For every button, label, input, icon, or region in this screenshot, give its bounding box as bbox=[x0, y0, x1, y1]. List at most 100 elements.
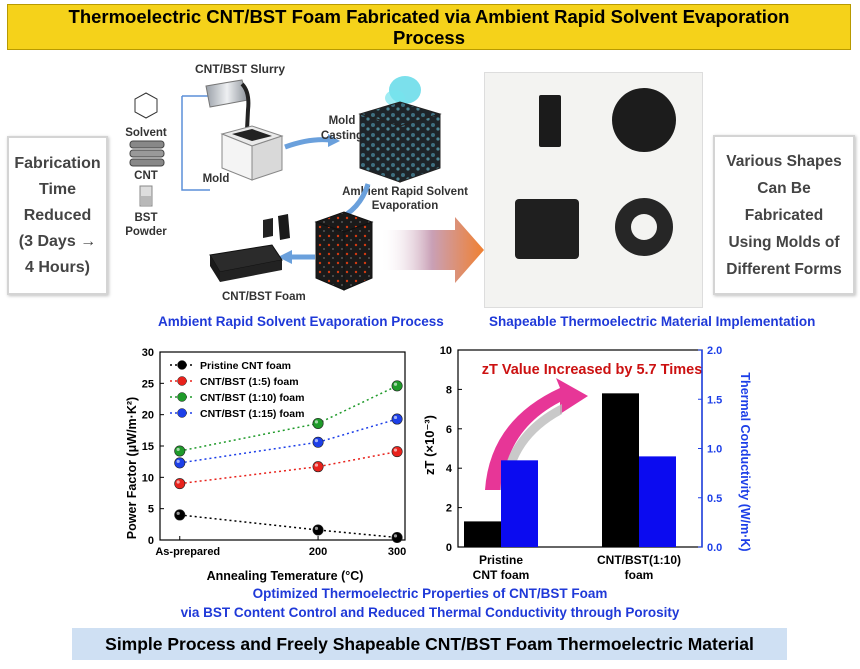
optimization-caption: Optimized Thermoelectric Properties of C… bbox=[0, 584, 860, 622]
y-tick-label: 10 bbox=[142, 472, 154, 484]
data-point-highlight bbox=[314, 463, 319, 467]
right-tick-label: 1.5 bbox=[707, 394, 722, 406]
disk-shape-icon bbox=[612, 88, 676, 152]
legend-label: CNT/BST (1:5) foam bbox=[200, 376, 299, 388]
left-tick-label: 2 bbox=[446, 503, 452, 515]
right-tick-label: 0.0 bbox=[707, 542, 722, 554]
data-point bbox=[174, 478, 186, 490]
square-shape-icon bbox=[515, 199, 579, 259]
category-label: Pristine bbox=[479, 553, 523, 567]
zt-bar bbox=[464, 521, 501, 547]
fabrication-time-box: Fabrication Time Reduced (3 Days → 4 Hou… bbox=[7, 136, 108, 295]
left-tick-label: 6 bbox=[446, 424, 452, 436]
legend-label: CNT/BST (1:15) foam bbox=[200, 408, 304, 420]
thermal-bar bbox=[501, 460, 538, 547]
right-tick-label: 2.0 bbox=[707, 345, 722, 357]
x-tick-label: As-prepared bbox=[155, 546, 220, 558]
legend-marker bbox=[177, 408, 187, 418]
legend-marker bbox=[177, 392, 187, 402]
data-point-highlight bbox=[314, 439, 319, 443]
cast-foam-cube-icon bbox=[358, 76, 442, 183]
big-arrow-icon bbox=[380, 217, 484, 283]
left-box-line: Time bbox=[38, 180, 77, 198]
right-box-line: Using Molds of bbox=[728, 233, 840, 251]
category-label: CNT foam bbox=[473, 568, 530, 582]
mold-label: Mold bbox=[203, 173, 230, 185]
data-point bbox=[174, 457, 186, 469]
data-point bbox=[391, 446, 403, 458]
foam-label: CNT/BST Foam bbox=[222, 291, 306, 303]
data-point bbox=[174, 445, 186, 457]
dried-foam-cube-icon bbox=[314, 211, 374, 291]
legend-label: Pristine CNT foam bbox=[200, 360, 291, 372]
data-point bbox=[174, 509, 186, 521]
bar-shape-icon bbox=[539, 95, 561, 147]
thermal-bar bbox=[639, 456, 676, 547]
evaporation-label-1: Ambient Rapid Solvent bbox=[342, 186, 468, 198]
series-line bbox=[179, 418, 398, 464]
data-point-highlight bbox=[393, 448, 398, 452]
left-box-line: (3 Days → bbox=[18, 232, 97, 250]
slurry-cup-icon bbox=[205, 79, 251, 131]
data-point-highlight bbox=[176, 511, 180, 515]
y-tick-label: 5 bbox=[148, 504, 154, 516]
various-shapes-box: Various Shapes Can Be Fabricated Using M… bbox=[713, 135, 855, 295]
process-caption: Ambient Rapid Solvent Evaporation Proces… bbox=[158, 314, 444, 329]
left-tick-label: 4 bbox=[446, 463, 453, 475]
mold-casting-label-1: Mold bbox=[329, 115, 356, 127]
right-box-line: Different Forms bbox=[726, 260, 842, 278]
data-point bbox=[312, 524, 324, 536]
thermal-conductivity-y-label: Thermal Conductivity (W/m·K) bbox=[738, 372, 752, 551]
y-tick-label: 30 bbox=[142, 347, 154, 359]
data-point bbox=[312, 461, 324, 473]
series-line bbox=[179, 514, 398, 539]
cnt-label: CNT bbox=[134, 170, 158, 182]
y-tick-label: 20 bbox=[142, 410, 154, 422]
data-point bbox=[391, 531, 403, 543]
ingredient-bracket bbox=[181, 96, 210, 191]
zt-thermal-chart: zT (×10⁻³) Thermal Conductivity (W/m·K) … bbox=[422, 345, 752, 582]
solvent-label: Solvent bbox=[125, 127, 167, 139]
title-text: Thermoelectric CNT/BST Foam Fabricated v… bbox=[68, 6, 790, 48]
increase-arrow-icon bbox=[485, 378, 588, 490]
mold-casting-label-2: Casting bbox=[321, 130, 363, 142]
shapes-caption: Shapeable Thermoelectric Material Implem… bbox=[489, 314, 816, 329]
zt-bar bbox=[602, 393, 639, 547]
data-point bbox=[312, 436, 324, 448]
solvent-hexagon-icon bbox=[134, 92, 158, 119]
foam-pieces-icon bbox=[209, 214, 290, 282]
data-point-highlight bbox=[393, 382, 398, 386]
power-factor-chart: Power Factor (μW/m·K²) Annealing Temerat… bbox=[125, 347, 406, 583]
y-tick-label: 0 bbox=[148, 535, 154, 547]
legend-label: CNT/BST (1:10) foam bbox=[200, 392, 304, 404]
data-point-highlight bbox=[176, 459, 180, 463]
data-point-highlight bbox=[314, 420, 319, 424]
data-point-highlight bbox=[176, 480, 180, 484]
zt-annotation: zT Value Increased by 5.7 Times bbox=[482, 362, 703, 378]
right-tick-label: 0.5 bbox=[707, 493, 722, 505]
right-box-line: Can Be bbox=[757, 179, 811, 197]
summary-text: Simple Process and Freely Shapeable CNT/… bbox=[105, 633, 754, 654]
left-box-line: Reduced bbox=[23, 206, 92, 224]
shaped-foams-photo bbox=[484, 72, 703, 308]
category-label: CNT/BST(1:10) bbox=[597, 553, 681, 567]
left-box-line: 4 Hours) bbox=[25, 258, 90, 276]
data-point bbox=[312, 417, 324, 429]
left-tick-label: 8 bbox=[446, 384, 452, 396]
right-tick-label: 1.0 bbox=[707, 444, 722, 456]
zt-y-label: zT (×10⁻³) bbox=[422, 415, 437, 475]
legend-marker bbox=[177, 376, 187, 386]
data-point-highlight bbox=[314, 526, 319, 530]
category-label: foam bbox=[625, 568, 654, 582]
powder-label: Powder bbox=[125, 226, 167, 238]
data-point bbox=[391, 380, 403, 392]
caption-line-2: via BST Content Control and Reduced Ther… bbox=[180, 605, 680, 620]
left-tick-label: 0 bbox=[446, 542, 452, 554]
left-box-line: Fabrication bbox=[14, 154, 101, 172]
caption-line-1: Optimized Thermoelectric Properties of C… bbox=[252, 586, 608, 601]
shaped-foams-svg bbox=[515, 88, 676, 259]
evaporation-label-2: Evaporation bbox=[372, 200, 438, 212]
power-factor-x-label: Annealing Temerature (°C) bbox=[207, 569, 364, 583]
data-point-highlight bbox=[393, 415, 398, 420]
data-point bbox=[391, 413, 403, 425]
